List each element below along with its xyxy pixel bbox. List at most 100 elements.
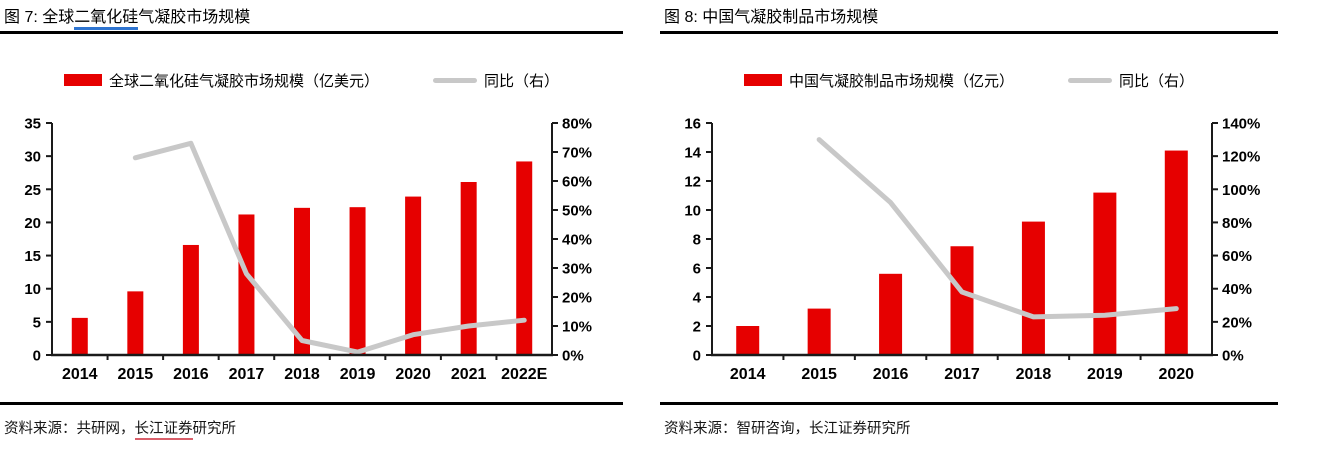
left-axis-tick-label: 12 xyxy=(684,174,701,191)
left-axis-tick-label: 30 xyxy=(24,149,41,166)
figure7-panel: 图 7: 全球二氧化硅气凝胶市场规模 全球二氧化硅气凝胶市场规模（亿美元） 同比… xyxy=(0,0,623,457)
x-label-2014: 2014 xyxy=(730,366,766,383)
bar-2020 xyxy=(1164,150,1188,355)
figure7-source: 资料来源：共研网，长江证券研究所 xyxy=(4,417,237,440)
x-label-2018: 2018 xyxy=(284,366,320,383)
right-axis-tick-label: 0% xyxy=(562,348,584,365)
right-axis-tick-label: 10% xyxy=(562,319,592,336)
yoy-line xyxy=(132,140,527,355)
figure8-title-prefix: 图 8: 中国气凝胶制品市场规模 xyxy=(664,9,879,26)
line-series-swatch-icon xyxy=(433,77,477,83)
right-axis-tick-label: 120% xyxy=(1222,149,1260,166)
bar-2014 xyxy=(71,317,88,355)
figure7-title-prefix: 图 7: 全球 xyxy=(4,9,75,26)
figure7-title: 图 7: 全球二氧化硅气凝胶市场规模 xyxy=(4,8,251,30)
line-series-swatch-icon xyxy=(1068,77,1112,83)
x-label-2018: 2018 xyxy=(1016,366,1052,383)
bar-2015 xyxy=(127,291,144,355)
x-label-2019: 2019 xyxy=(1087,366,1123,383)
figure7-title-rule xyxy=(0,31,623,34)
right-axis-tick-label: 80% xyxy=(1222,215,1252,232)
x-label-2020: 2020 xyxy=(395,366,431,383)
figure7-bottom-rule xyxy=(0,402,623,405)
right-axis-tick-label: 50% xyxy=(562,203,592,220)
left-axis-tick-label: 25 xyxy=(24,182,41,199)
right-axis-tick-label: 40% xyxy=(1222,281,1252,298)
right-axis-tick-label: 20% xyxy=(1222,314,1252,331)
figure7-source-prefix: 资料来源：共研网， xyxy=(4,421,135,437)
right-axis-tick-label: 0% xyxy=(1222,348,1244,365)
left-axis-tick-label: 15 xyxy=(24,248,41,265)
figure8-line-legend-label: 同比（右） xyxy=(1119,72,1195,90)
figure7-source-suffix: 研究所 xyxy=(192,421,237,437)
figure8-legend: 中国气凝胶制品市场规模（亿元） 同比（右） xyxy=(660,66,1278,94)
right-axis-tick-label: 60% xyxy=(562,174,592,191)
figure7-title-underlined-text: 二氧化硅 xyxy=(74,9,139,30)
right-axis-tick-label: 100% xyxy=(1222,182,1260,199)
x-label-2022E: 2022E xyxy=(501,366,548,383)
left-axis-tick-label: 20 xyxy=(24,215,41,232)
figure7-line-legend-label: 同比（右） xyxy=(484,72,560,90)
right-axis-tick-label: 80% xyxy=(562,116,592,133)
bar-2014 xyxy=(736,326,760,355)
figure8-combo-chart: 0 2 4 6 8 10 12 14 16 0% 20% 40% 60% 80% 100% 120% 140% 2… xyxy=(684,116,1260,384)
bar-2019 xyxy=(349,207,366,355)
bar-series-swatch-icon xyxy=(743,74,782,86)
left-axis-tick-label: 16 xyxy=(684,116,701,133)
x-label-2021: 2021 xyxy=(451,366,487,383)
bar-2019 xyxy=(1093,192,1117,355)
bar-2015 xyxy=(807,308,831,355)
bar-2021 xyxy=(460,181,477,355)
right-axis-tick-label: 140% xyxy=(1222,116,1260,133)
figure8-panel: 图 8: 中国气凝胶制品市场规模 中国气凝胶制品市场规模（亿元） 同比（右） 0… xyxy=(660,0,1278,457)
left-axis-tick-label: 2 xyxy=(693,319,701,336)
x-label-2017: 2017 xyxy=(944,366,980,383)
figure8-source-prefix: 资料来源：智研咨询，长江证券研究所 xyxy=(664,421,911,437)
bar-series-swatch-icon xyxy=(63,74,102,86)
left-axis-tick-label: 14 xyxy=(684,145,701,162)
x-label-2015: 2015 xyxy=(118,366,154,383)
bar-2018 xyxy=(1021,221,1045,355)
left-axis-tick-label: 0 xyxy=(693,348,701,365)
x-label-2019: 2019 xyxy=(340,366,376,383)
bar-2016 xyxy=(879,273,903,355)
figure7-legend-item-line: 同比（右） xyxy=(433,70,559,91)
yoy-line xyxy=(816,137,1179,320)
bar-2017 xyxy=(238,214,255,355)
right-axis-tick-label: 70% xyxy=(562,145,592,162)
bar-2017 xyxy=(950,246,974,355)
figure7-bar-legend-label: 全球二氧化硅气凝胶市场规模（亿美元） xyxy=(108,72,379,90)
figure8-legend-item-bars: 中国气凝胶制品市场规模（亿元） xyxy=(743,70,1014,91)
x-label-2016: 2016 xyxy=(873,366,909,383)
figure8-legend-item-line: 同比（右） xyxy=(1068,70,1194,91)
figure8-source: 资料来源：智研咨询，长江证券研究所 xyxy=(664,417,911,438)
left-axis-tick-label: 35 xyxy=(24,116,41,133)
right-axis-tick-label: 20% xyxy=(562,290,592,307)
x-label-2017: 2017 xyxy=(229,366,265,383)
bar-2022E xyxy=(516,161,533,355)
figure7-title-suffix: 气凝胶市场规模 xyxy=(138,9,251,26)
figure7-combo-chart: 0 5 10 15 20 25 30 35 0% 10% 20% 30% 40% 50% 60% 70% 80%… xyxy=(24,116,592,384)
figure7-legend: 全球二氧化硅气凝胶市场规模（亿美元） 同比（右） xyxy=(0,66,623,94)
left-axis-tick-label: 5 xyxy=(33,314,41,331)
right-axis-tick-label: 30% xyxy=(562,261,592,278)
x-label-2015: 2015 xyxy=(801,366,837,383)
right-axis-tick-label: 60% xyxy=(1222,248,1252,265)
left-axis-tick-label: 6 xyxy=(693,261,701,278)
bar-2020 xyxy=(405,196,422,355)
figure8-title-rule xyxy=(660,31,1278,34)
figure8-title: 图 8: 中国气凝胶制品市场规模 xyxy=(664,8,878,28)
x-label-2014: 2014 xyxy=(62,366,98,383)
x-label-2016: 2016 xyxy=(173,366,209,383)
figure7-source-underlined-text: 长江证券 xyxy=(134,421,193,440)
left-axis-tick-label: 0 xyxy=(33,348,41,365)
left-axis-tick-label: 8 xyxy=(693,232,701,249)
figure7-legend-item-bars: 全球二氧化硅气凝胶市场规模（亿美元） xyxy=(63,70,379,91)
figure8-bottom-rule xyxy=(660,402,1278,405)
left-axis-tick-label: 10 xyxy=(24,281,41,298)
left-axis-tick-label: 4 xyxy=(693,290,702,307)
figure8-bar-legend-label: 中国气凝胶制品市场规模（亿元） xyxy=(788,72,1014,90)
x-label-2020: 2020 xyxy=(1158,366,1194,383)
bar-2018 xyxy=(294,207,310,355)
